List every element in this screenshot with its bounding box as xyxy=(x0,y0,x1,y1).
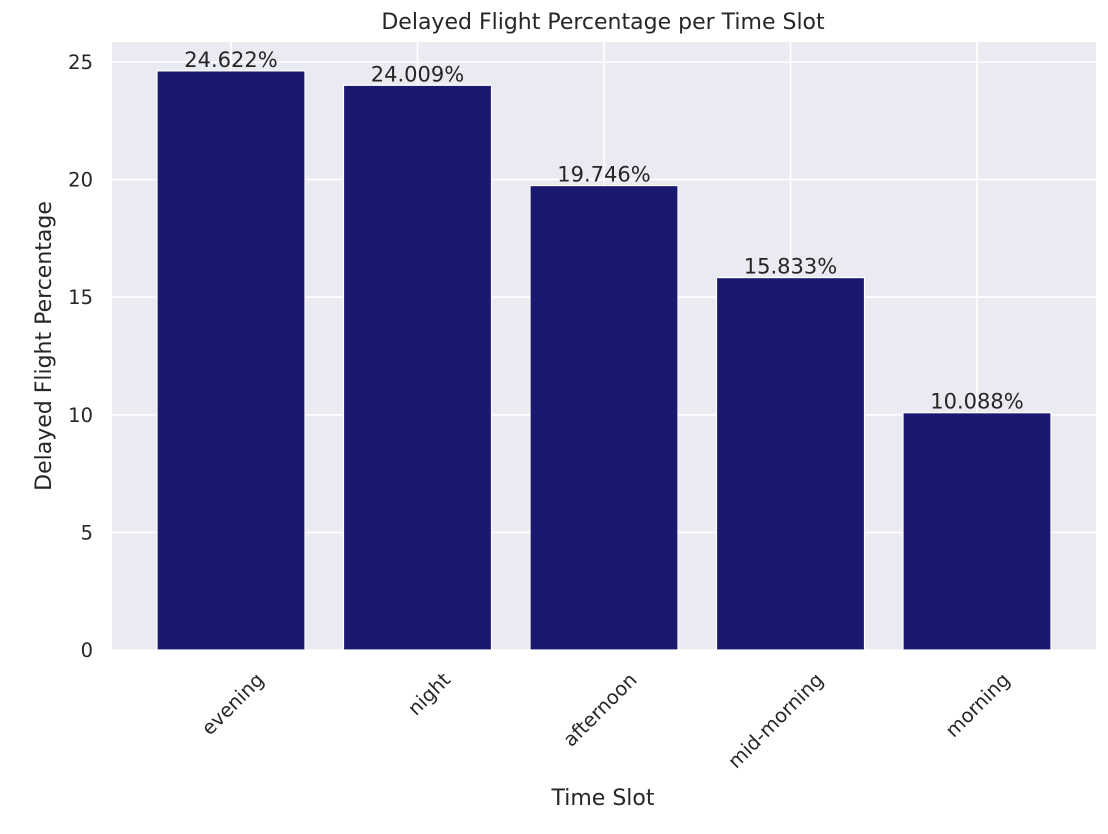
x-tick-label: mid-morning xyxy=(723,668,828,773)
bar-morning xyxy=(902,412,1052,651)
bar-evening xyxy=(156,70,306,651)
bars xyxy=(156,70,1052,651)
data-label: 24.009% xyxy=(371,62,464,86)
data-labels: 24.622% 24.009% 19.746% 15.833% 10.088% xyxy=(184,48,1023,414)
x-axis-label: Time Slot xyxy=(551,786,655,811)
y-tick-label: 20 xyxy=(68,169,93,192)
y-tick-label: 10 xyxy=(68,404,93,427)
y-axis-label: Delayed Flight Percentage xyxy=(32,201,57,491)
data-label: 19.746% xyxy=(557,163,650,187)
y-tick-label: 25 xyxy=(68,51,93,74)
y-tick-label: 5 xyxy=(81,521,93,544)
x-tick-label: afternoon xyxy=(559,668,642,751)
bar-afternoon xyxy=(529,184,679,651)
x-tick-label: night xyxy=(403,668,455,720)
y-tick-label: 0 xyxy=(81,639,93,662)
bar-night xyxy=(342,84,493,651)
data-label: 15.833% xyxy=(744,255,837,279)
y-tick-label: 15 xyxy=(68,286,93,309)
y-tick-labels: 0 5 10 15 20 25 xyxy=(68,51,93,662)
x-tick-label: evening xyxy=(197,668,268,739)
x-tick-label: morning xyxy=(941,668,1015,742)
data-label: 24.622% xyxy=(184,48,277,72)
bar-mid-morning xyxy=(715,277,866,651)
data-label: 10.088% xyxy=(930,390,1023,414)
chart-title: Delayed Flight Percentage per Time Slot xyxy=(381,10,825,35)
x-tick-labels: evening night afternoon mid-morning morning xyxy=(197,668,1014,773)
